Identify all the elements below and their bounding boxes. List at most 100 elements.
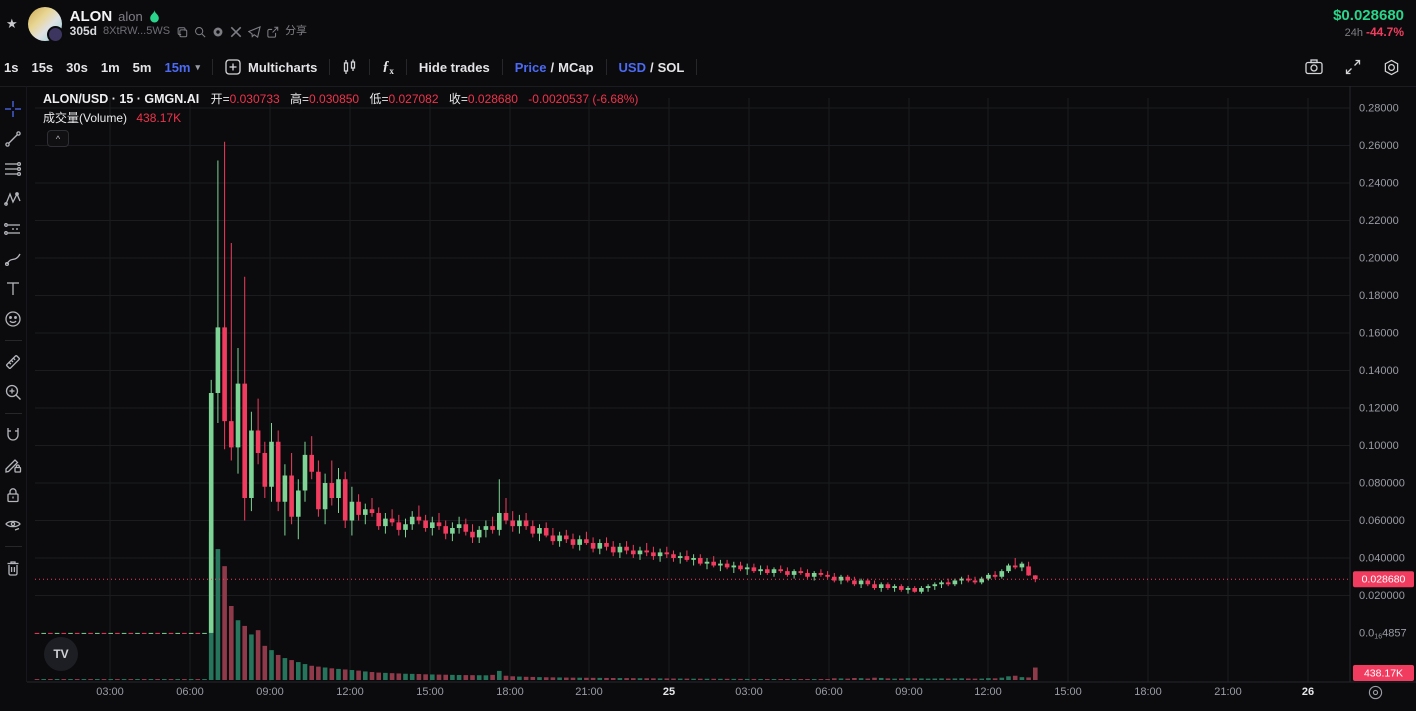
candles — [34, 141, 1038, 634]
svg-text:0.14000: 0.14000 — [1359, 365, 1399, 377]
screenshot-camera-icon[interactable] — [1305, 59, 1323, 75]
copy-icon[interactable] — [176, 26, 188, 38]
chart-settings-gear-icon[interactable] — [1383, 59, 1400, 76]
svg-text:0.12000: 0.12000 — [1359, 403, 1399, 415]
brush-icon[interactable] — [0, 244, 27, 274]
pill-icon[interactable] — [212, 26, 224, 38]
grid-lines — [35, 98, 1350, 682]
emoji-icon[interactable] — [0, 304, 27, 334]
token-platform-badge-icon — [46, 26, 64, 43]
svg-text:0.060000: 0.060000 — [1359, 515, 1405, 527]
svg-text:0.26000: 0.26000 — [1359, 140, 1399, 152]
svg-text:21:00: 21:00 — [1214, 686, 1242, 698]
timeframe-15s[interactable]: 15s — [31, 59, 54, 75]
svg-text:15:00: 15:00 — [1054, 686, 1082, 698]
tradingview-logo[interactable]: TV — [44, 637, 78, 671]
telegram-icon[interactable] — [248, 25, 261, 38]
token-header: ★ ALON alon 305d 8XtRW...5WS — [0, 0, 1416, 48]
svg-text:12:00: 12:00 — [336, 686, 364, 698]
xabcd-pattern-icon[interactable] — [0, 184, 27, 214]
share-label[interactable]: 分享 — [285, 25, 308, 37]
divider — [405, 59, 407, 75]
svg-text:0.24000: 0.24000 — [1359, 178, 1399, 190]
price-axis-labels: 0.28000 0.26000 0.24000 0.22000 0.20000 0.180… — [1359, 103, 1407, 641]
legend-open: 0.030733 — [229, 92, 280, 106]
chart-toolbar: 1s 15s 30s 1m 5m 15m ▾ Multicharts ƒx Hi… — [0, 48, 1416, 87]
flame-icon — [149, 10, 160, 23]
sol-toggle[interactable]: SOL — [657, 59, 685, 75]
trend-line-icon[interactable] — [0, 124, 27, 154]
divider — [501, 59, 503, 75]
indicators-fx-button[interactable]: ƒx — [382, 58, 394, 76]
chart-area: 0.28000 0.26000 0.24000 0.22000 0.20000 0.180… — [27, 86, 1416, 706]
legend-high: 0.030850 — [309, 92, 360, 106]
current-price: $0.028680 — [1333, 6, 1404, 24]
hide-trades-button[interactable]: Hide trades — [418, 59, 490, 75]
svg-text:21:00: 21:00 — [575, 686, 603, 698]
svg-text:0.10000: 0.10000 — [1359, 440, 1399, 452]
watchlist-star-icon[interactable]: ★ — [6, 16, 18, 31]
timeframe-1m[interactable]: 1m — [100, 59, 120, 75]
mcap-toggle[interactable]: MCap — [558, 59, 594, 75]
timeframe-5m[interactable]: 5m — [132, 59, 152, 75]
x-twitter-icon[interactable] — [230, 26, 242, 38]
svg-text:0.28000: 0.28000 — [1359, 103, 1399, 115]
token-name: ALON — [69, 8, 113, 25]
svg-text:15:00: 15:00 — [416, 686, 444, 698]
svg-text:0.18000: 0.18000 — [1359, 290, 1399, 302]
legend-close: 0.028680 — [467, 92, 518, 106]
svg-text:0.040000: 0.040000 — [1359, 553, 1405, 565]
edit-lock-icon[interactable] — [0, 450, 27, 480]
candlestick-icon — [344, 59, 356, 74]
usd-toggle[interactable]: USD — [618, 59, 646, 75]
fib-tool-icon[interactable] — [0, 214, 27, 244]
current-price-badge: 0.028680 — [1353, 571, 1414, 588]
external-link-icon[interactable] — [267, 26, 279, 38]
svg-text:0.20000: 0.20000 — [1359, 253, 1399, 265]
text-tool-icon[interactable] — [0, 274, 27, 304]
token-address[interactable]: 8XtRW...5WS — [103, 25, 171, 37]
change-period-label: 24h — [1344, 26, 1363, 39]
timeframe-30s[interactable]: 30s — [66, 59, 88, 75]
volume-bars — [34, 532, 1038, 680]
divider — [4, 413, 22, 414]
timeframe-15m[interactable]: 15m — [164, 59, 191, 75]
fullscreen-expand-icon[interactable] — [1345, 59, 1361, 75]
divider — [212, 59, 214, 75]
svg-text:18:00: 18:00 — [1134, 686, 1162, 698]
price-chart[interactable]: 0.28000 0.26000 0.24000 0.22000 0.20000 0.180… — [27, 86, 1416, 706]
token-age: 305d — [69, 24, 98, 38]
price-toggle[interactable]: Price — [514, 59, 547, 75]
ruler-icon[interactable] — [0, 347, 27, 377]
lock-icon[interactable] — [0, 480, 27, 510]
divider — [369, 59, 371, 75]
magnet-icon[interactable] — [0, 420, 27, 450]
volume-value: 438.17K — [136, 111, 182, 125]
legend-collapse-button[interactable]: ^ — [47, 130, 69, 147]
candle-style-button[interactable] — [342, 59, 357, 75]
drawing-tools-rail — [0, 86, 27, 682]
legend-low: 0.027082 — [388, 92, 439, 106]
svg-text:12:00: 12:00 — [974, 686, 1002, 698]
search-icon[interactable] — [194, 26, 206, 38]
svg-text:0.020000: 0.020000 — [1359, 590, 1405, 602]
svg-text:25: 25 — [663, 686, 675, 698]
divider — [4, 546, 22, 547]
price-axis[interactable] — [1350, 86, 1416, 682]
divider — [696, 59, 698, 75]
hide-drawings-eye-icon[interactable] — [0, 510, 27, 540]
timezone-clock-icon[interactable] — [1368, 685, 1383, 705]
token-avatar[interactable] — [27, 7, 64, 43]
trash-icon[interactable] — [0, 553, 27, 583]
multicharts-button[interactable]: Multicharts — [225, 59, 317, 75]
parallel-lines-icon[interactable] — [0, 154, 27, 184]
timeframe-1s[interactable]: 1s — [4, 59, 19, 75]
time-axis[interactable] — [27, 682, 1350, 706]
legend-title: ALON/USD · 15 · GMGN.AI — [43, 92, 200, 106]
volume-label: 成交量(Volume) — [43, 111, 128, 125]
crosshair-icon[interactable] — [0, 94, 27, 124]
svg-text:03:00: 03:00 — [735, 686, 763, 698]
chevron-down-icon[interactable]: ▾ — [195, 61, 201, 72]
zoom-in-icon[interactable] — [0, 377, 27, 407]
divider — [4, 340, 22, 341]
